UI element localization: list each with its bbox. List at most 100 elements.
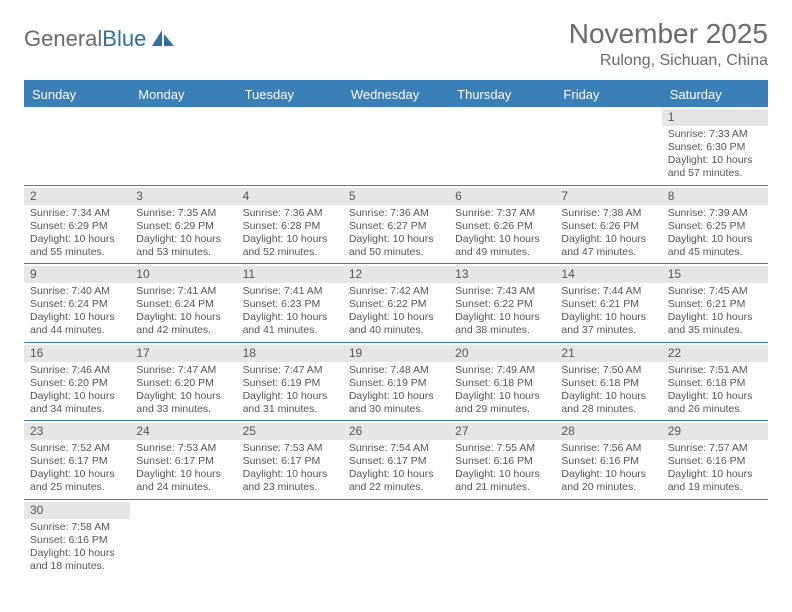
empty-cell: [555, 107, 661, 185]
daylight1-text: Daylight: 10 hours: [561, 233, 655, 246]
day-name-cell: Saturday: [662, 82, 768, 107]
daylight2-text: and 47 minutes.: [561, 246, 655, 259]
sunrise-text: Sunrise: 7:44 AM: [561, 285, 655, 298]
day-cell: 16Sunrise: 7:46 AMSunset: 6:20 PMDayligh…: [24, 343, 130, 421]
daylight1-text: Daylight: 10 hours: [243, 390, 337, 403]
daylight2-text: and 23 minutes.: [243, 481, 337, 494]
daylight1-text: Daylight: 10 hours: [30, 390, 124, 403]
logo-text-2: Blue: [102, 26, 146, 52]
day-number: 13: [449, 266, 555, 283]
sunrise-text: Sunrise: 7:43 AM: [455, 285, 549, 298]
day-cell: 12Sunrise: 7:42 AMSunset: 6:22 PMDayligh…: [343, 264, 449, 342]
daylight1-text: Daylight: 10 hours: [30, 311, 124, 324]
sunset-text: Sunset: 6:17 PM: [349, 455, 443, 468]
day-cell: 7Sunrise: 7:38 AMSunset: 6:26 PMDaylight…: [555, 186, 661, 264]
daylight1-text: Daylight: 10 hours: [668, 468, 762, 481]
daylight2-text: and 40 minutes.: [349, 324, 443, 337]
logo: GeneralBlue: [24, 18, 176, 52]
daylight1-text: Daylight: 10 hours: [455, 311, 549, 324]
day-number: 9: [24, 266, 130, 283]
sunset-text: Sunset: 6:16 PM: [668, 455, 762, 468]
empty-cell: [237, 500, 343, 578]
daylight2-text: and 22 minutes.: [349, 481, 443, 494]
sunrise-text: Sunrise: 7:52 AM: [30, 442, 124, 455]
day-cell: 2Sunrise: 7:34 AMSunset: 6:29 PMDaylight…: [24, 186, 130, 264]
sunset-text: Sunset: 6:16 PM: [455, 455, 549, 468]
day-number: 22: [662, 345, 768, 362]
daylight1-text: Daylight: 10 hours: [30, 547, 124, 560]
day-cell: 10Sunrise: 7:41 AMSunset: 6:24 PMDayligh…: [130, 264, 236, 342]
sunrise-text: Sunrise: 7:51 AM: [668, 364, 762, 377]
sunrise-text: Sunrise: 7:47 AM: [136, 364, 230, 377]
empty-cell: [130, 500, 236, 578]
sunrise-text: Sunrise: 7:39 AM: [668, 207, 762, 220]
logo-text-1: General: [24, 26, 102, 52]
day-number: 26: [343, 423, 449, 440]
sunrise-text: Sunrise: 7:53 AM: [243, 442, 337, 455]
sunrise-text: Sunrise: 7:47 AM: [243, 364, 337, 377]
sunrise-text: Sunrise: 7:36 AM: [349, 207, 443, 220]
daylight1-text: Daylight: 10 hours: [243, 233, 337, 246]
sunset-text: Sunset: 6:29 PM: [30, 220, 124, 233]
sunset-text: Sunset: 6:23 PM: [243, 298, 337, 311]
daylight1-text: Daylight: 10 hours: [136, 311, 230, 324]
week-row: 30Sunrise: 7:58 AMSunset: 6:16 PMDayligh…: [24, 500, 768, 578]
sunrise-text: Sunrise: 7:42 AM: [349, 285, 443, 298]
daylight2-text: and 50 minutes.: [349, 246, 443, 259]
sunrise-text: Sunrise: 7:57 AM: [668, 442, 762, 455]
daylight1-text: Daylight: 10 hours: [561, 390, 655, 403]
empty-cell: [24, 107, 130, 185]
week-row: 16Sunrise: 7:46 AMSunset: 6:20 PMDayligh…: [24, 343, 768, 422]
sunset-text: Sunset: 6:20 PM: [136, 377, 230, 390]
daylight1-text: Daylight: 10 hours: [455, 468, 549, 481]
sunrise-text: Sunrise: 7:46 AM: [30, 364, 124, 377]
daylight2-text: and 25 minutes.: [30, 481, 124, 494]
sunset-text: Sunset: 6:16 PM: [561, 455, 655, 468]
daylight2-text: and 45 minutes.: [668, 246, 762, 259]
daylight2-text: and 26 minutes.: [668, 403, 762, 416]
sunrise-text: Sunrise: 7:55 AM: [455, 442, 549, 455]
daylight2-text: and 30 minutes.: [349, 403, 443, 416]
daylight2-text: and 52 minutes.: [243, 246, 337, 259]
sunset-text: Sunset: 6:18 PM: [455, 377, 549, 390]
day-number: 6: [449, 188, 555, 205]
sunset-text: Sunset: 6:18 PM: [561, 377, 655, 390]
daylight2-text: and 31 minutes.: [243, 403, 337, 416]
sunset-text: Sunset: 6:20 PM: [30, 377, 124, 390]
sunset-text: Sunset: 6:24 PM: [136, 298, 230, 311]
daylight1-text: Daylight: 10 hours: [668, 154, 762, 167]
daylight2-text: and 53 minutes.: [136, 246, 230, 259]
sunrise-text: Sunrise: 7:53 AM: [136, 442, 230, 455]
day-number: 8: [662, 188, 768, 205]
day-number: 18: [237, 345, 343, 362]
page-header: GeneralBlue November 2025 Rulong, Sichua…: [24, 18, 768, 70]
sunset-text: Sunset: 6:25 PM: [668, 220, 762, 233]
day-cell: 28Sunrise: 7:56 AMSunset: 6:16 PMDayligh…: [555, 421, 661, 499]
day-cell: 1Sunrise: 7:33 AMSunset: 6:30 PMDaylight…: [662, 107, 768, 185]
day-name-cell: Friday: [555, 82, 661, 107]
day-number: 11: [237, 266, 343, 283]
daylight1-text: Daylight: 10 hours: [668, 390, 762, 403]
day-number: 25: [237, 423, 343, 440]
day-number: 3: [130, 188, 236, 205]
daylight2-text: and 49 minutes.: [455, 246, 549, 259]
daylight1-text: Daylight: 10 hours: [136, 468, 230, 481]
sunset-text: Sunset: 6:22 PM: [455, 298, 549, 311]
week-row: 23Sunrise: 7:52 AMSunset: 6:17 PMDayligh…: [24, 421, 768, 500]
daylight1-text: Daylight: 10 hours: [30, 233, 124, 246]
sunset-text: Sunset: 6:26 PM: [561, 220, 655, 233]
calendar-table: SundayMondayTuesdayWednesdayThursdayFrid…: [24, 80, 768, 577]
day-cell: 27Sunrise: 7:55 AMSunset: 6:16 PMDayligh…: [449, 421, 555, 499]
sunset-text: Sunset: 6:21 PM: [561, 298, 655, 311]
daylight1-text: Daylight: 10 hours: [668, 311, 762, 324]
day-number: 24: [130, 423, 236, 440]
sunrise-text: Sunrise: 7:49 AM: [455, 364, 549, 377]
day-cell: 4Sunrise: 7:36 AMSunset: 6:28 PMDaylight…: [237, 186, 343, 264]
daylight2-text: and 34 minutes.: [30, 403, 124, 416]
sunrise-text: Sunrise: 7:36 AM: [243, 207, 337, 220]
sunrise-text: Sunrise: 7:48 AM: [349, 364, 443, 377]
day-number: 17: [130, 345, 236, 362]
day-number: 2: [24, 188, 130, 205]
daylight1-text: Daylight: 10 hours: [668, 233, 762, 246]
empty-cell: [662, 500, 768, 578]
